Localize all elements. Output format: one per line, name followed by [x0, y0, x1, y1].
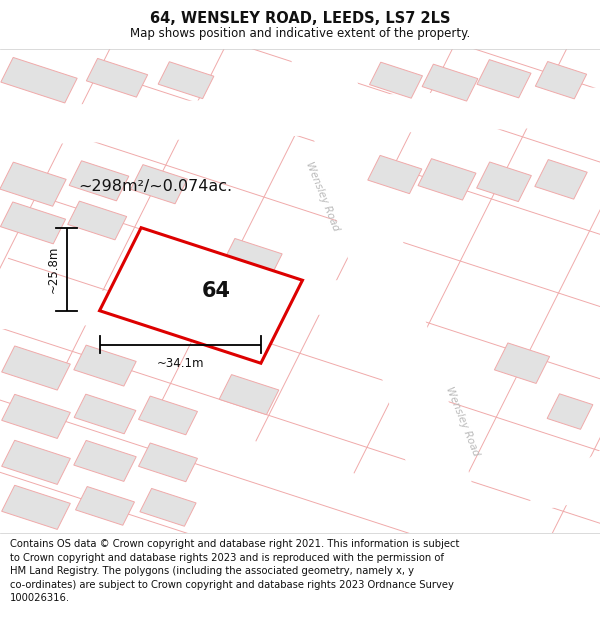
Polygon shape — [86, 58, 148, 97]
Polygon shape — [158, 62, 214, 99]
Polygon shape — [140, 488, 196, 526]
Text: ~25.8m: ~25.8m — [46, 246, 59, 293]
Polygon shape — [219, 374, 279, 414]
Polygon shape — [2, 440, 70, 484]
Polygon shape — [74, 394, 136, 434]
Polygon shape — [222, 239, 282, 280]
Polygon shape — [288, 49, 486, 532]
Polygon shape — [547, 394, 593, 429]
Polygon shape — [139, 396, 197, 435]
Text: Wensley Road: Wensley Road — [443, 385, 481, 458]
Text: Map shows position and indicative extent of the property.: Map shows position and indicative extent… — [130, 27, 470, 40]
Text: Contains OS data © Crown copyright and database right 2021. This information is : Contains OS data © Crown copyright and d… — [10, 539, 460, 603]
Polygon shape — [1, 58, 77, 103]
Polygon shape — [69, 161, 129, 201]
Polygon shape — [131, 164, 187, 204]
Polygon shape — [535, 159, 587, 199]
Polygon shape — [426, 450, 600, 532]
Text: Wensley Road: Wensley Road — [304, 160, 341, 232]
Polygon shape — [476, 162, 532, 202]
Polygon shape — [2, 346, 70, 390]
Polygon shape — [535, 61, 587, 99]
Polygon shape — [68, 201, 127, 240]
Polygon shape — [494, 343, 550, 384]
Polygon shape — [370, 62, 422, 98]
Polygon shape — [0, 162, 66, 206]
Polygon shape — [139, 443, 197, 482]
Polygon shape — [100, 228, 302, 363]
Polygon shape — [477, 59, 531, 98]
Polygon shape — [74, 441, 136, 481]
Polygon shape — [2, 394, 70, 439]
Polygon shape — [0, 88, 600, 146]
Text: ~298m²/~0.074ac.: ~298m²/~0.074ac. — [78, 179, 232, 194]
Polygon shape — [422, 64, 478, 101]
Polygon shape — [368, 156, 422, 194]
Polygon shape — [1, 202, 65, 244]
Polygon shape — [418, 159, 476, 200]
Polygon shape — [76, 486, 134, 525]
Text: ~34.1m: ~34.1m — [157, 357, 204, 369]
Text: 64, WENSLEY ROAD, LEEDS, LS7 2LS: 64, WENSLEY ROAD, LEEDS, LS7 2LS — [150, 11, 450, 26]
Polygon shape — [2, 485, 70, 529]
Text: 64: 64 — [202, 281, 230, 301]
Polygon shape — [0, 276, 426, 329]
Polygon shape — [74, 345, 136, 386]
